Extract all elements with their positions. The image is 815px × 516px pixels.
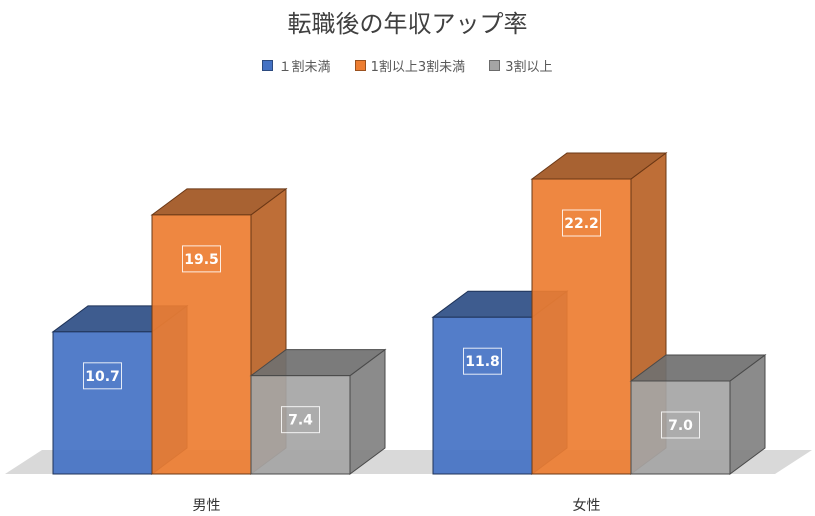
data-label: 11.8 [465, 354, 500, 370]
legend-label: 3割以上 [505, 60, 553, 75]
legend-item-10-to-30: 1割以上3割未満 [354, 56, 466, 75]
legend-item-over-30: 3割以上 [489, 56, 553, 75]
data-label: 19.5 [184, 252, 219, 268]
data-label-box [661, 411, 700, 439]
data-label-box [463, 347, 502, 375]
chart-title: 転職後の年収アップ率 [287, 10, 528, 38]
legend-swatch [489, 60, 501, 71]
legend-label: 1割以上3割未満 [370, 60, 466, 75]
category-label: 女性 [573, 497, 601, 514]
bar-front [151, 214, 252, 475]
bar-front [531, 178, 632, 475]
bar-front [432, 316, 533, 475]
bar-front [630, 380, 731, 475]
legend: １割未満 1割以上3割未満 3割以上 [0, 56, 815, 75]
data-label-box [83, 362, 122, 390]
data-label-box [281, 406, 320, 434]
data-label: 7.0 [668, 418, 693, 434]
bar-0-2: 7.4 [249, 348, 387, 475]
data-label-box [182, 245, 221, 273]
legend-label: １割未満 [278, 60, 331, 75]
legend-swatch [354, 60, 366, 71]
category-label: 男性 [193, 498, 221, 514]
bar-front [250, 375, 351, 475]
bar-1-2: 7.0 [629, 353, 767, 475]
data-label: 10.7 [85, 369, 120, 385]
legend-swatch [262, 60, 274, 71]
legend-item-under-10: １割未満 [262, 56, 330, 75]
bar-front [52, 331, 153, 475]
data-label-box [562, 209, 601, 237]
data-label: 22.2 [564, 216, 599, 232]
data-label: 7.4 [288, 413, 313, 429]
